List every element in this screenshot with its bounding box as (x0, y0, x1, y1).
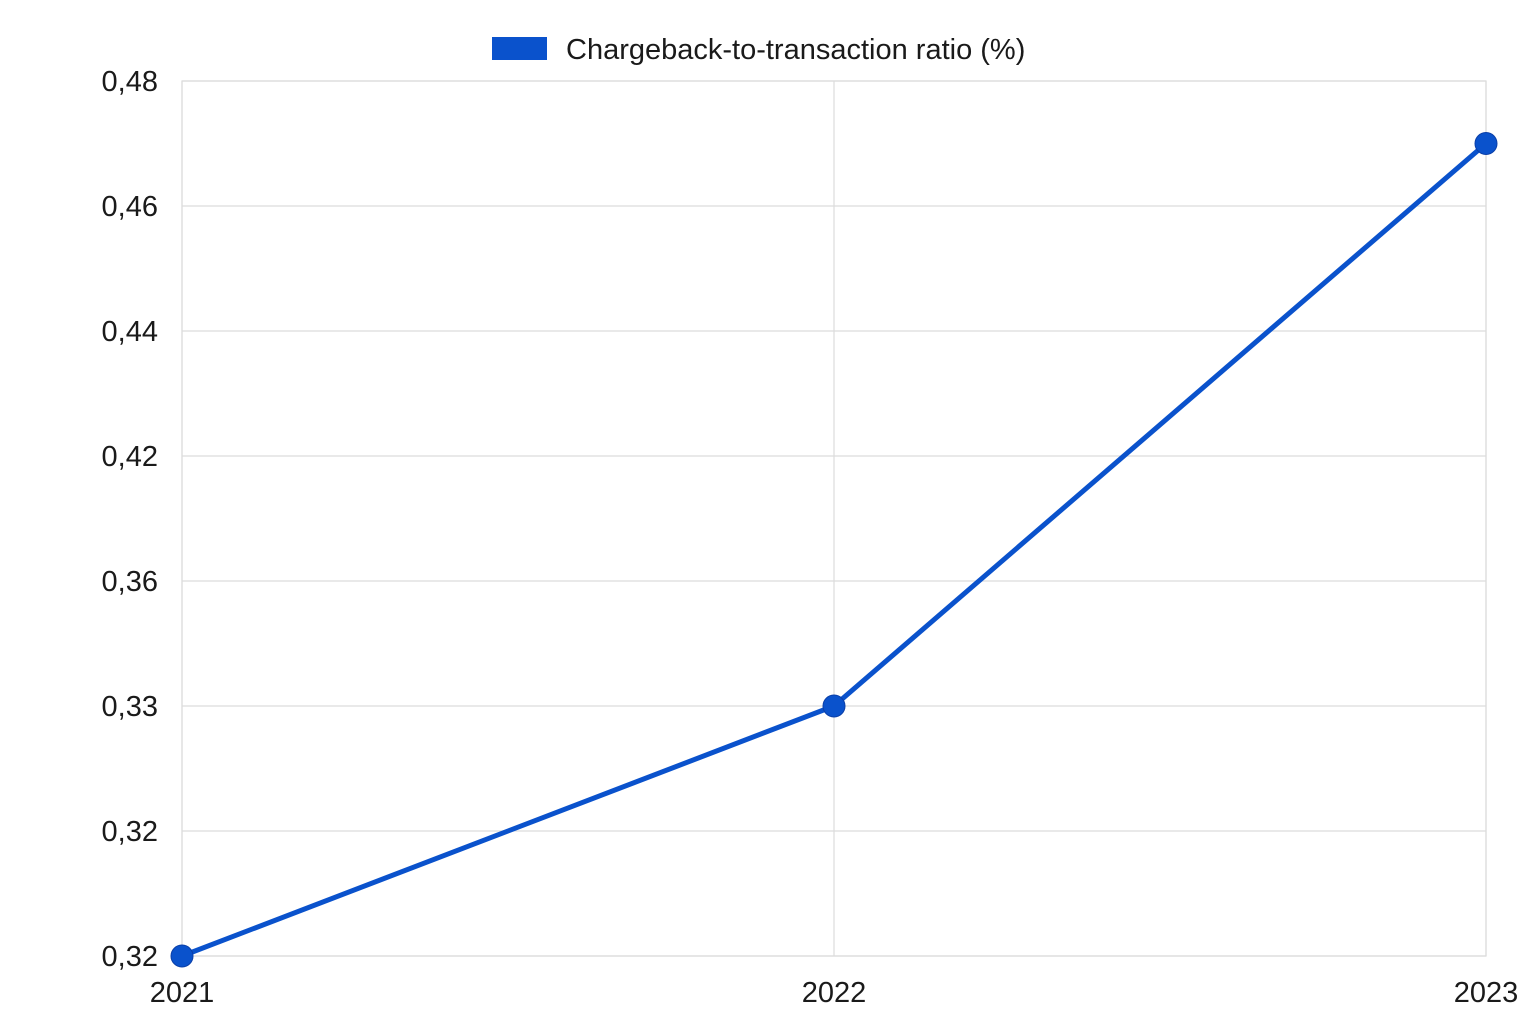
y-axis: 0,48 0,46 0,44 0,42 0,36 0,33 0,32 0,32 (102, 66, 158, 973)
series-group (170, 132, 1498, 968)
plot-grid (181, 80, 1487, 957)
x-tick-label: 2022 (802, 977, 867, 1009)
y-tick-label: 0,36 (102, 566, 158, 598)
x-tick-label: 2021 (150, 977, 215, 1009)
legend: Chargeback-to-transaction ratio (%) (492, 34, 1025, 66)
y-tick-label: 0,32 (102, 816, 158, 848)
x-tick-label: 2023 (1454, 977, 1519, 1009)
y-tick-label: 0,32 (102, 941, 158, 973)
data-point[interactable] (1474, 132, 1498, 155)
data-point[interactable] (170, 944, 194, 968)
y-tick-label: 0,46 (102, 191, 158, 223)
legend-swatch (492, 37, 547, 60)
x-axis: 2021 2022 2023 (150, 977, 1519, 1009)
y-tick-label: 0,48 (102, 66, 158, 98)
data-point[interactable] (822, 694, 846, 718)
y-tick-label: 0,44 (102, 316, 158, 348)
y-tick-label: 0,33 (102, 691, 158, 723)
y-tick-label: 0,42 (102, 441, 158, 473)
legend-label: Chargeback-to-transaction ratio (%) (566, 34, 1025, 66)
